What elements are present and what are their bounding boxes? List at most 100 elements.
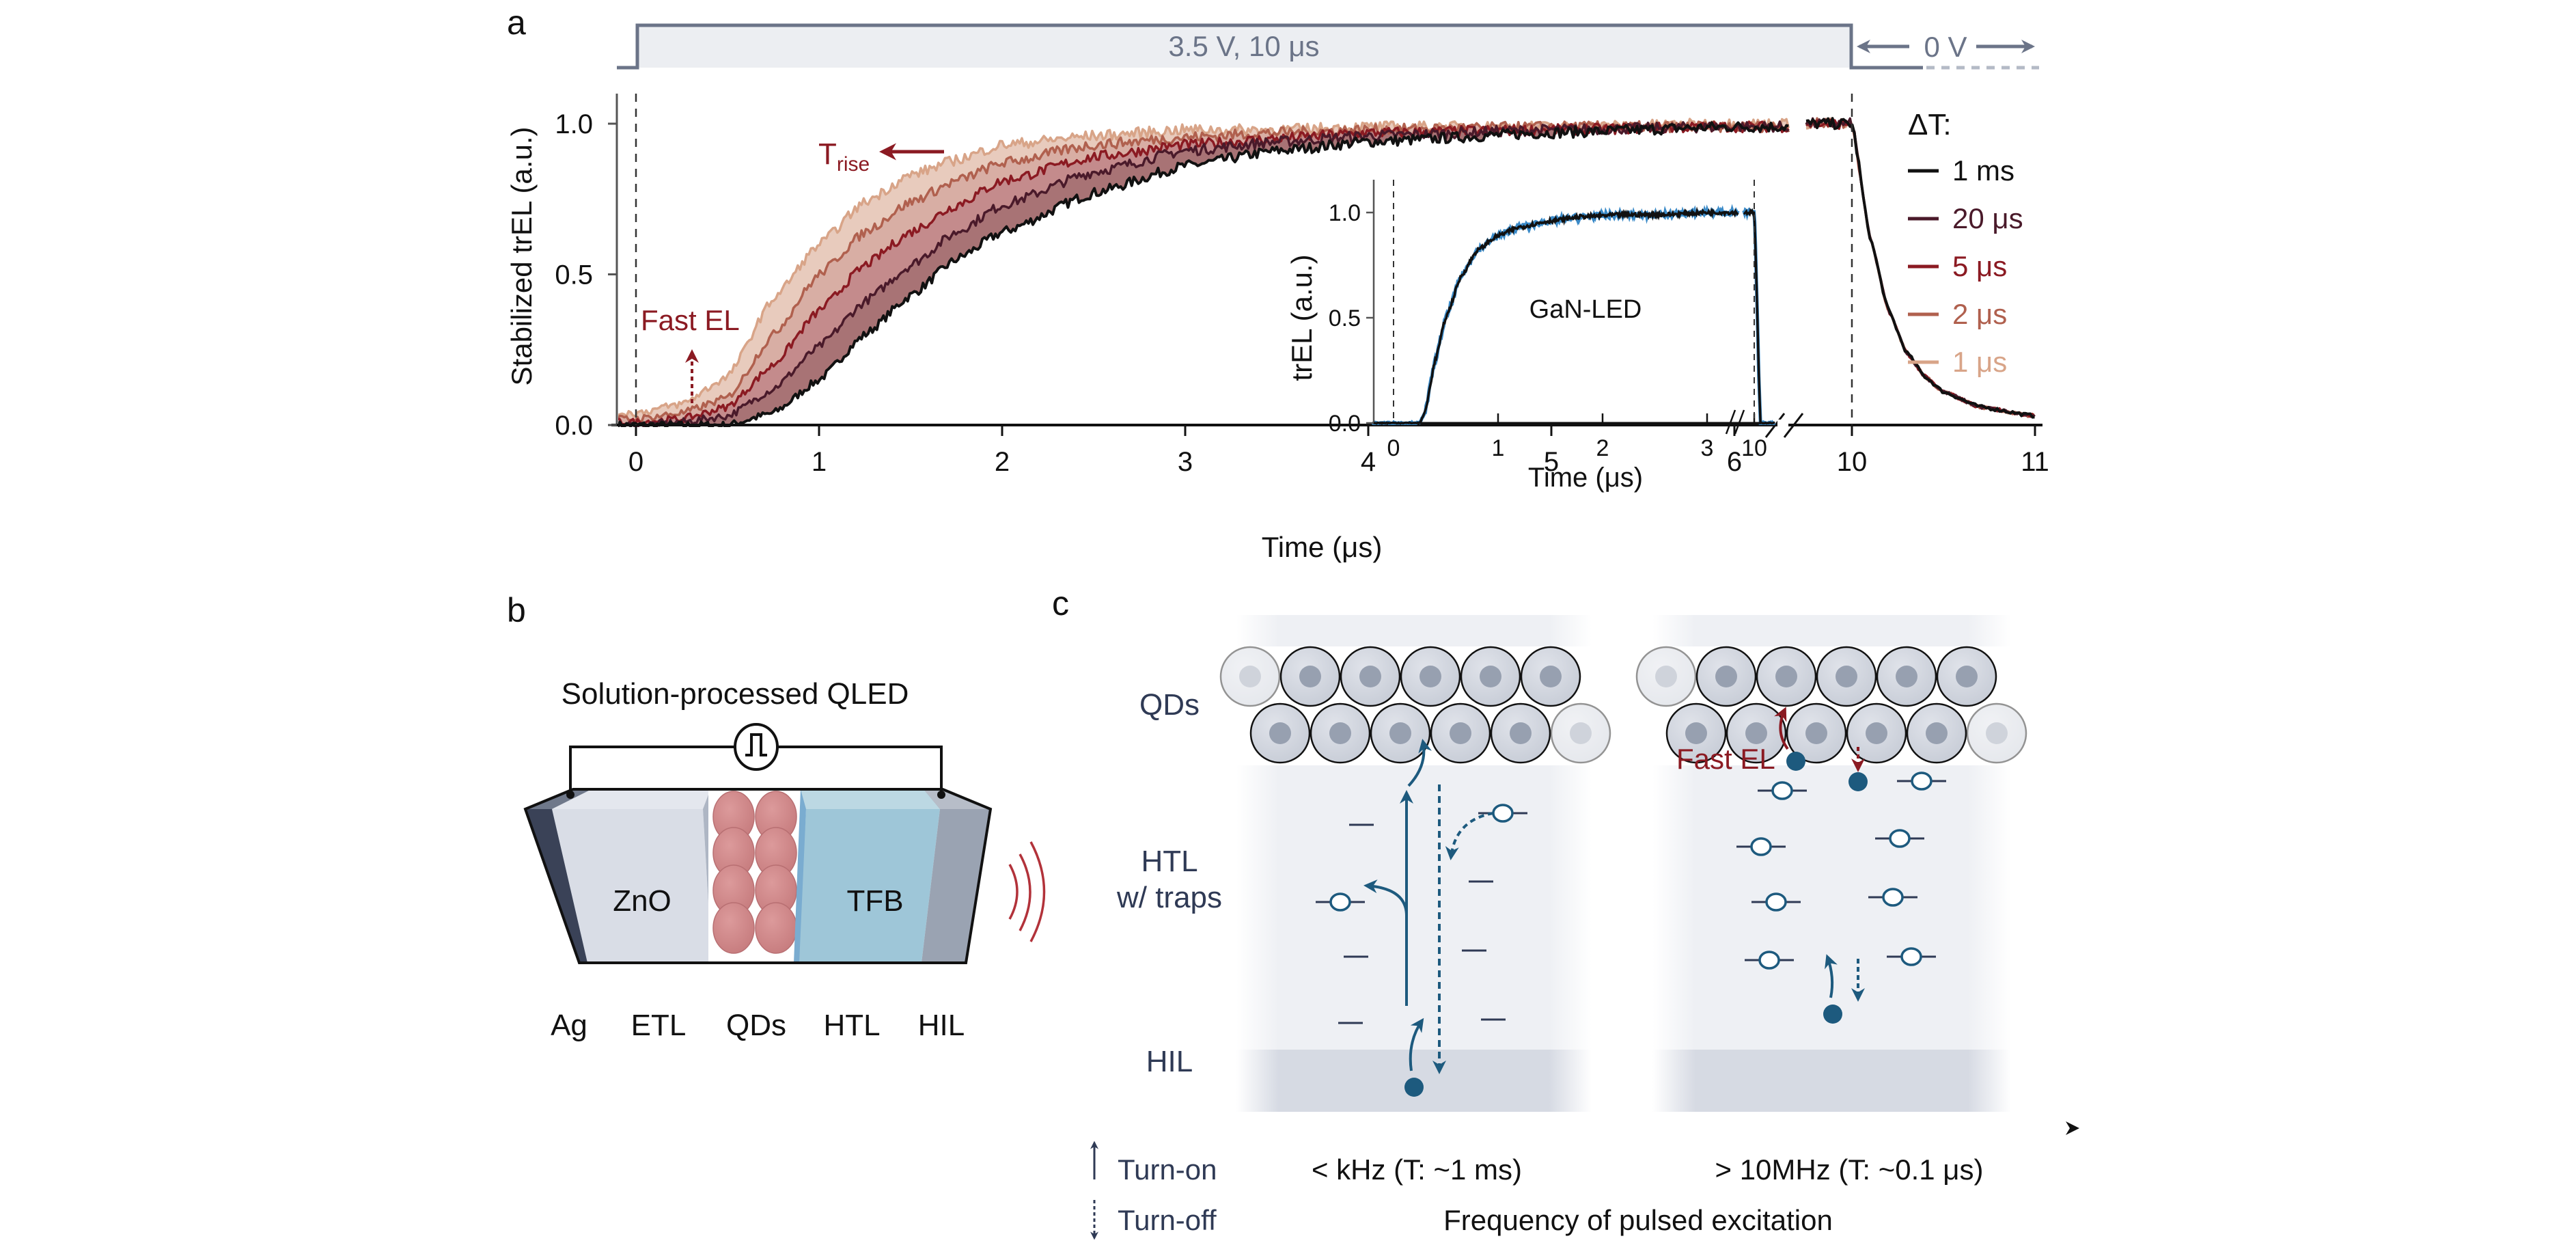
emission-waves-icon <box>1008 841 1046 942</box>
hole-carrier <box>1404 1078 1424 1097</box>
panel-label-b: b <box>507 591 526 629</box>
high-frequency-label: > 10MHz (T: ~0.1 μs) <box>1715 1153 1984 1186</box>
filled-trap-icon <box>1889 829 1911 848</box>
filled-trap-icon <box>1900 947 1922 966</box>
pulse-off-label: 0 V <box>1924 31 1967 63</box>
fast-el-label: Fast EL <box>1676 743 1775 775</box>
quantum-dot <box>1966 702 2027 764</box>
main-x-axis-title: Time (μs) <box>1262 531 1383 563</box>
quantum-dot <box>1550 702 1611 764</box>
turn-on-legend-label: Turn-on <box>1118 1153 1217 1186</box>
row-label-qds: QDs <box>1139 688 1200 722</box>
row-labels: QDs HTL w/ traps HIL <box>1116 688 1222 1078</box>
layer-label-hil: HIL <box>918 1009 965 1042</box>
quantum-dot <box>1695 646 1757 707</box>
inset-chart: 0.0 0.5 1.0 0 1 2 3 10 GaN-LED trEL (a.u.) Time… <box>1286 180 1776 493</box>
inset-series-line <box>1372 206 1739 425</box>
low-frequency-column <box>1219 615 1611 1113</box>
series-line-5-μs <box>618 120 1790 427</box>
quantum-dot <box>1279 646 1341 707</box>
inset-x-axis-title: Time (μs) <box>1528 463 1643 493</box>
quantum-dot <box>1786 702 1847 764</box>
filled-trap-icon <box>1771 781 1793 800</box>
inset-x-tick-label: 2 <box>1596 435 1609 461</box>
hole-carrier <box>1823 1005 1842 1024</box>
y-tick-label: 0.5 <box>555 260 593 290</box>
pulse-on-label: 3.5 V, 10 μs <box>1168 30 1319 62</box>
circuit-wire <box>569 746 943 795</box>
fill-band-1 <box>618 121 1789 427</box>
inset-x-tick-label: 3 <box>1701 435 1714 461</box>
layer-text-tfb: TFB <box>846 884 903 918</box>
layer-text-znO: ZnO <box>613 884 671 918</box>
inset-axis-break-icon <box>1725 409 1745 435</box>
quantum-dot <box>1370 702 1431 764</box>
quantum-dot <box>1249 702 1311 764</box>
legend-label: 1 μs <box>1952 346 2007 378</box>
series-line-2-μs <box>618 120 1790 423</box>
legend-title: ΔT: <box>1908 108 1952 141</box>
top-band <box>1236 615 1592 646</box>
detrap-arrow-icon <box>1445 812 1494 860</box>
legend-label: 1 ms <box>1952 154 2014 187</box>
inset-y-tick-label: 0.0 <box>1329 411 1361 437</box>
layer-label-qds: QDs <box>726 1009 786 1042</box>
axis-break-gap <box>1777 420 1788 429</box>
pulse-on-region <box>637 25 1851 68</box>
main-y-axis-title: Stabilized trEL (a.u.) <box>505 127 538 386</box>
fast-el-annotation: Fast EL <box>641 304 740 336</box>
x-tick-label: 1 <box>812 447 827 477</box>
quantum-dot <box>1460 646 1521 707</box>
contact-left <box>566 791 574 799</box>
trapped-hole <box>1848 772 1868 791</box>
htl-band <box>1652 765 2011 1050</box>
high-freq-carrier-paths: Fast EL <box>1676 707 1868 1024</box>
quantum-dot <box>755 902 797 954</box>
quantum-dot <box>1310 702 1371 764</box>
row-label-htl-traps: w/ traps <box>1116 881 1222 914</box>
quantum-dot <box>1340 646 1401 707</box>
layer-ag <box>525 789 591 963</box>
x-tick-label: 10 <box>1837 447 1868 477</box>
quantum-dot <box>1400 646 1461 707</box>
filled-trap-icon <box>1882 888 1904 907</box>
fill-band-2 <box>618 121 1789 426</box>
x-tick-label: 6 <box>1727 447 1742 477</box>
turn-off-legend-label: Turn-off <box>1118 1204 1217 1236</box>
layer-htl-edge <box>794 789 806 963</box>
x-tick-label: 11 <box>2021 447 2049 477</box>
series-line-1-ms <box>1805 117 2035 419</box>
inset-y-tick-label: 1.0 <box>1329 200 1361 226</box>
quantum-dot <box>1635 646 1697 707</box>
layer-etl-top <box>552 789 710 809</box>
layer-label-etl: ETL <box>631 1009 687 1042</box>
layer-labels: Ag ETL QDs HTL HIL <box>551 1009 965 1042</box>
filled-trap-icon <box>1758 951 1780 970</box>
x-tick-label: 2 <box>995 447 1010 477</box>
mechanism-legend: Turn-on Turn-off <box>1090 1140 1217 1240</box>
y-tick-label: 1.0 <box>555 109 593 139</box>
row-label-hil: HIL <box>1146 1045 1193 1078</box>
quantum-dot <box>1520 646 1581 707</box>
inset-x-tick-label: 1 <box>1492 435 1505 461</box>
quantum-dot <box>1726 702 1787 764</box>
fast-el-arrow-icon <box>1774 707 1789 750</box>
device-title: Solution-processed QLED <box>562 677 909 711</box>
qd-layer <box>712 791 797 954</box>
inset-title: GaN-LED <box>1529 295 1642 324</box>
row-label-htl: HTL <box>1141 845 1197 878</box>
t-rise-subscript: rise <box>837 153 870 176</box>
quantum-dot <box>712 902 755 954</box>
contact-right <box>937 791 945 799</box>
device-outline <box>523 788 993 964</box>
quantum-dot <box>1756 646 1817 707</box>
hil-band <box>1652 1050 2011 1112</box>
trap-capture-arrow-icon <box>1363 879 1408 916</box>
x-tick-label: 4 <box>1361 447 1376 477</box>
low-frequency-label: < kHz (T: ~1 ms) <box>1312 1153 1522 1186</box>
quantum-dot <box>1876 646 1937 707</box>
inset-x-tick-label: 10 <box>1741 435 1767 461</box>
high-frequency-column <box>1635 615 2027 1113</box>
top-band <box>1652 615 2011 646</box>
low-freq-carrier-paths <box>1363 739 1494 1097</box>
